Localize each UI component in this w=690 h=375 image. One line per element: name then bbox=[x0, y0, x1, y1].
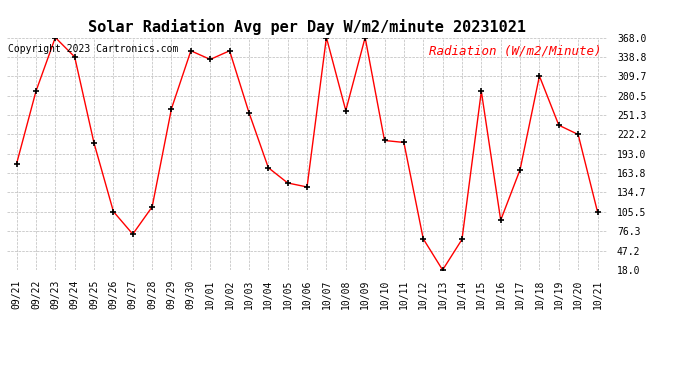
Title: Solar Radiation Avg per Day W/m2/minute 20231021: Solar Radiation Avg per Day W/m2/minute … bbox=[88, 19, 526, 35]
Text: Radiation (W/m2/Minute): Radiation (W/m2/Minute) bbox=[428, 45, 601, 57]
Text: Copyright 2023 Cartronics.com: Copyright 2023 Cartronics.com bbox=[8, 45, 179, 54]
